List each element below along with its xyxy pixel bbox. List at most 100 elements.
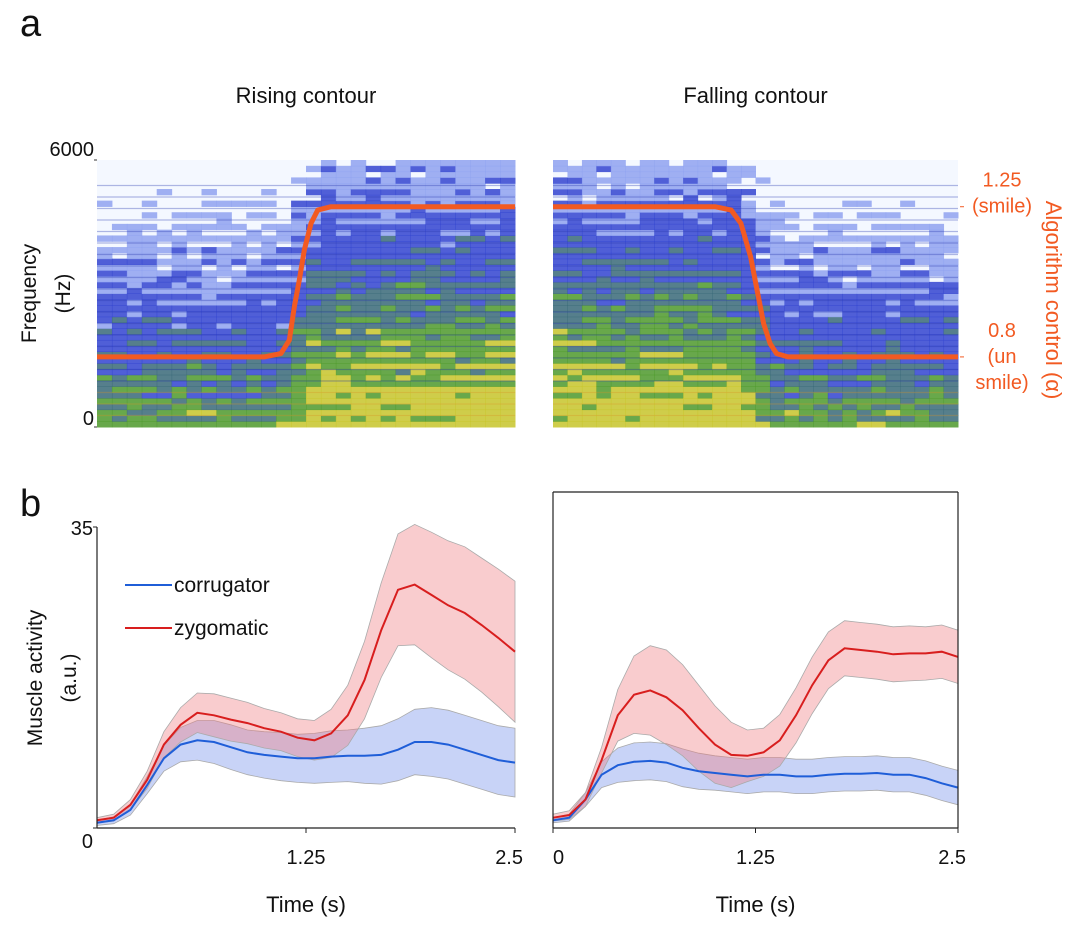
spectrogram-cell [320,310,337,318]
spectrogram-cell [914,409,930,416]
spectrogram-cell [871,363,887,370]
spectrogram-cell [216,264,232,271]
spectrogram-cell [654,200,670,207]
spectrogram-cell [827,212,843,219]
spectrogram-cell [335,206,352,213]
spectrogram-cell [654,357,670,364]
spectrogram-cell [365,345,382,353]
spectrogram-cell [625,299,641,306]
spectrogram-cell [350,247,367,254]
spectrogram-cell [697,368,713,376]
spectrogram-cell [485,235,501,242]
spectrogram-cell [126,270,143,277]
spectrogram-cell [741,200,756,207]
spectrogram-cell [900,299,916,306]
spectrogram-cell [186,421,202,428]
spectrogram-cell [350,223,367,231]
spectrogram-cell [261,258,277,265]
spectrogram-cell [842,264,858,271]
spectrogram-cell [900,334,916,341]
spectrogram-cell [943,409,959,416]
spectrogram-cell [246,397,262,405]
spectrogram-cell [769,368,785,376]
spectrogram-cell [97,322,113,329]
spectrogram-cell [111,380,128,387]
spectrogram-cell [900,357,916,364]
spectrogram-cell [900,374,916,382]
spectrogram-cell [697,293,713,300]
spectrogram-cell [171,368,188,376]
spectrogram-cell [410,392,426,399]
spectrogram-cell [470,392,486,399]
spectrogram-cell [306,392,322,399]
spectrogram-cell [455,328,471,335]
spectrogram-cell [141,223,158,231]
spectrogram-cell [171,276,188,283]
spectrogram-cell [553,281,568,289]
spectrogram-cell [784,316,800,324]
spectrogram-cell [156,270,173,277]
spectrogram-cell [380,287,397,294]
spectrogram-cell [668,316,684,324]
spectrogram-cell [581,345,597,353]
spectrogram-cell [639,310,655,318]
spectrogram-cell [885,392,901,399]
spectrogram-cell [291,206,307,213]
spectrogram-cell [350,235,367,242]
spectrogram-cell [291,334,307,341]
spectrogram-cell [500,345,516,353]
spectrogram-cell [581,270,597,277]
spectrogram-cell [697,299,713,306]
spectrogram-cell [171,421,188,428]
spectrogram-cell [201,345,217,353]
spectrogram-cell [291,345,307,353]
spectrogram-cell [425,276,441,283]
spectrogram-cell [755,223,771,231]
spectrogram-cell [335,339,352,347]
spectrogram-cell [395,247,411,254]
spectrogram-cell [291,200,307,207]
y-tick-label: 0 [83,408,94,430]
spectrogram-cell [306,229,322,236]
spectrogram-cell [216,287,232,294]
spectrogram-cell [900,397,916,405]
spectrogram-cell [126,392,143,399]
spectrogram-cell [726,415,742,422]
spectrogram-cell [581,229,597,236]
spectrogram-cell [755,281,771,289]
spectrogram-cell [306,235,322,242]
spectrogram-cell [683,287,699,294]
spectrogram-cell [668,415,684,422]
spectrogram-cell [126,293,143,300]
spectrogram-cell [365,368,382,376]
spectrogram-cell [485,194,501,202]
spectrogram-cell [335,351,352,358]
spectrogram-cell [798,415,814,422]
spectrogram-cell [395,316,411,324]
spectrogram-cell [654,316,670,324]
spectrogram-cell [639,223,655,231]
spectrogram-cell [914,380,930,387]
spectrogram-cell [306,310,322,318]
spectrogram-cell [827,247,843,254]
spectrogram-cell [365,276,382,283]
spectrogram-cell [712,397,728,405]
spectrogram-cell [668,310,684,318]
spectrogram-cell [871,380,887,387]
spectrogram-cell [769,235,785,242]
spectrogram-cell [769,241,785,248]
spectrogram-cell [697,171,713,178]
spectrogram-cell [276,351,292,358]
spectrogram-cell [380,183,397,190]
spectrogram-cell [261,299,277,306]
spectrogram-cell [306,276,322,283]
spectrogram-cell [755,247,771,254]
spectrogram-cell [291,247,307,254]
spectrogram-cell [784,287,800,294]
spectrogram-cell [900,247,916,254]
spectrogram-cell [654,287,670,294]
spectrogram-cell [726,316,742,324]
spectrogram-cell [683,183,699,190]
spectrogram-cell [156,392,173,399]
spectrogram-cell [813,328,829,335]
